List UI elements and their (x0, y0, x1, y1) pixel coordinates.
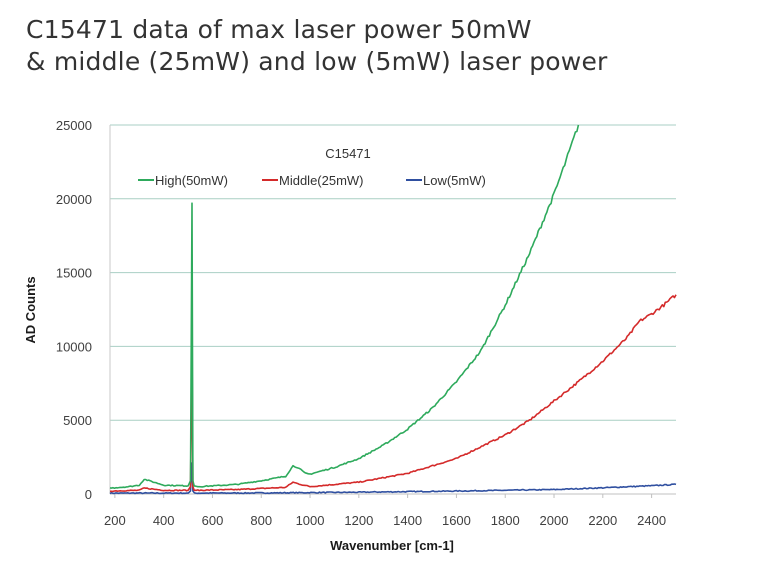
y-tick-label: 15000 (56, 266, 92, 281)
legend-label: Middle(25mW) (279, 173, 364, 188)
x-tick-label: 2000 (540, 513, 569, 528)
legend-item: Low(5mW) (406, 173, 486, 188)
x-tick-label: 1400 (393, 513, 422, 528)
grid-lines (110, 124, 676, 495)
x-tick-labels: 200 400 600 800 1000 1200 1400 1600 1800 2000 2200… (104, 494, 666, 528)
page-title: C15471 data of max laser power 50mW & mi… (26, 14, 608, 78)
x-tick-label: 2400 (637, 513, 666, 528)
y-axis-label: AD Counts (23, 276, 38, 343)
x-axis-label: Wavenumber [cm-1] (330, 538, 454, 553)
x-tick-label: 200 (104, 513, 126, 528)
x-tick-label: 1800 (491, 513, 520, 528)
x-tick-label: 1000 (296, 513, 325, 528)
y-tick-label: 25000 (56, 118, 92, 133)
y-tick-labels: 0 5000 10000 15000 20000 25000 (56, 118, 92, 502)
x-tick-label: 400 (153, 513, 175, 528)
legend-label: High(50mW) (155, 173, 228, 188)
y-tick-label: 20000 (56, 192, 92, 207)
series-line-low-5mw (109, 462, 677, 495)
series-lines (109, 124, 677, 495)
legend-item: Middle(25mW) (262, 173, 364, 188)
y-tick-label: 0 (85, 487, 92, 502)
x-tick-label: 1600 (442, 513, 471, 528)
legend: High(50mW) Middle(25mW) Low(5mW) (138, 173, 486, 188)
plot-area (110, 125, 676, 494)
page-title-line-2: & middle (25mW) and low (5mW) laser powe… (26, 47, 608, 76)
x-tick-label: 2200 (588, 513, 617, 528)
chart-title: C15471 (325, 146, 371, 161)
series-line-middle-25mw (110, 294, 677, 493)
series-line-high-50mw (109, 124, 580, 489)
y-tick-label: 10000 (56, 339, 92, 354)
page-title-line-1: C15471 data of max laser power 50mW (26, 15, 532, 44)
legend-label: Low(5mW) (423, 173, 486, 188)
y-tick-label: 5000 (63, 413, 92, 428)
x-tick-label: 600 (202, 513, 224, 528)
legend-item: High(50mW) (138, 173, 228, 188)
x-tick-label: 800 (250, 513, 272, 528)
x-tick-label: 1200 (344, 513, 373, 528)
